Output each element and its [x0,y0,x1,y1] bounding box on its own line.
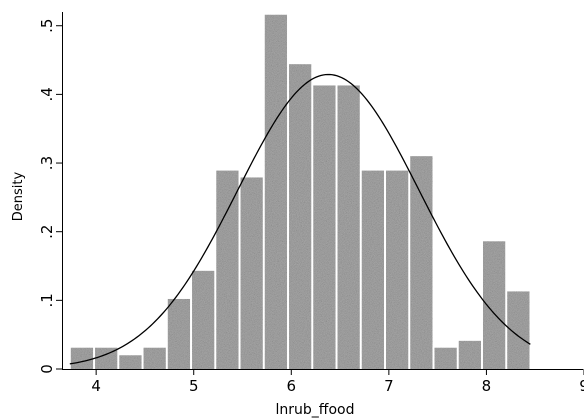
x-tick-label: 4 [91,377,101,395]
y-tick-label: .5 [38,19,56,33]
histogram-bar [458,340,481,369]
histogram-bar [216,170,239,369]
histogram-bar [337,85,360,370]
x-tick-label: 7 [384,377,394,395]
histogram-bar [482,241,506,369]
histogram-bar [119,355,142,369]
x-tick-label: 8 [482,377,492,395]
histogram-bar [143,347,166,369]
histogram-bar [410,156,433,369]
y-axis-label: Density [11,171,26,221]
y-tick-label: .1 [38,293,56,307]
x-tick-label: 9 [579,377,584,395]
y-tick-label: .4 [38,87,56,101]
y-tick-label: .3 [38,156,56,170]
histogram-bar [313,85,336,370]
histogram-bar [167,298,191,369]
x-tick-label: 6 [287,377,297,395]
histogram-bar [434,347,457,369]
histogram-bar [361,170,385,369]
y-tick-label: 0 [38,364,56,374]
histogram-bar [507,291,530,369]
histogram-bar [95,347,118,369]
histogram-bar [192,270,215,369]
x-axis-ticks: 4 5 6 7 8 9 [91,369,584,395]
histogram-bar [240,177,263,369]
histogram-bar [386,170,409,369]
histogram-bar [289,64,312,370]
histogram-bars [70,14,530,370]
histogram-bar [264,14,288,369]
y-tick-label: .2 [38,225,56,239]
histogram-bar [70,347,94,369]
x-axis-label: lnrub_ffood [276,402,355,418]
y-axis-ticks: 0 .1 .2 .3 .4 .5 [38,19,62,374]
normal-density-curve [69,73,531,365]
x-tick-label: 5 [189,377,199,395]
